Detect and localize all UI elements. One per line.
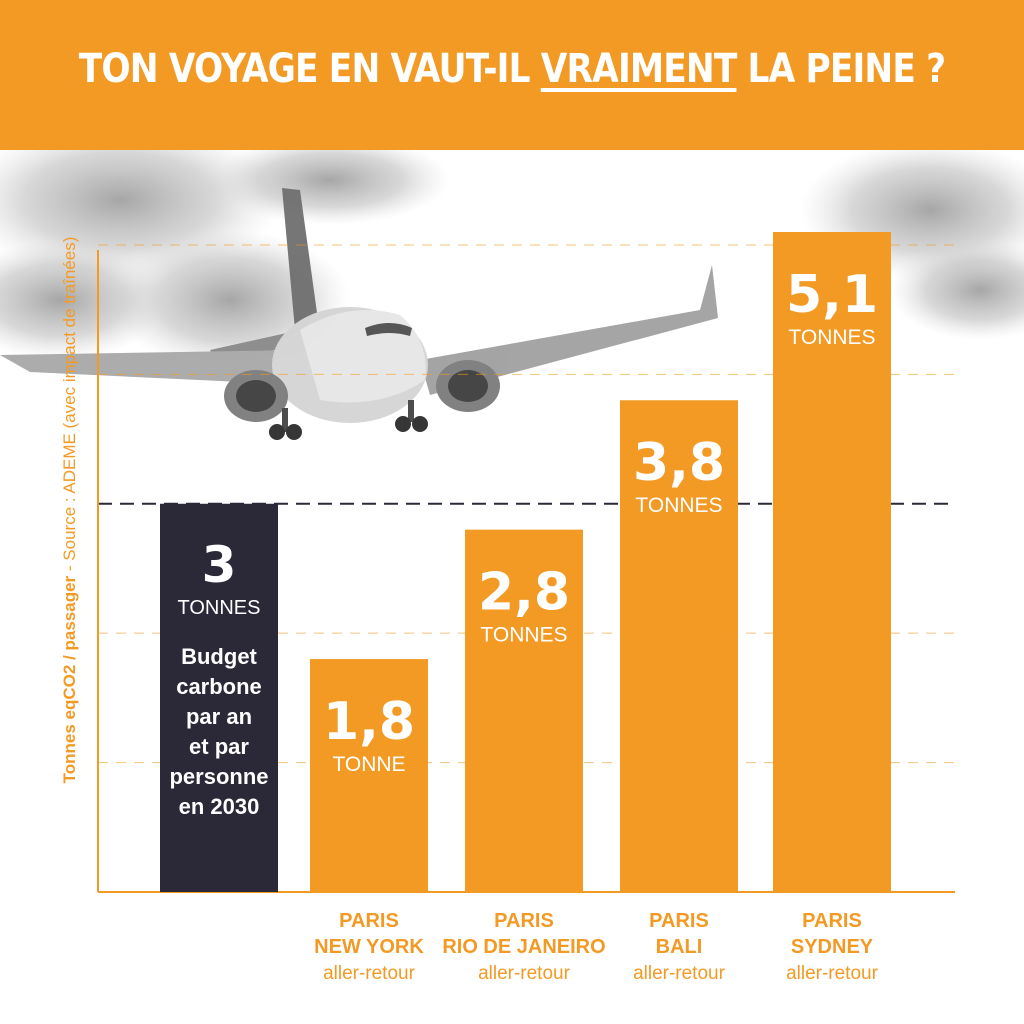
- category-label-city: BALI: [656, 936, 703, 958]
- bar-value-label: 1,8: [323, 692, 415, 752]
- page-title: TON VOYAGE EN VAUT-IL VRAIMENT LA PEINE …: [72, 46, 953, 92]
- budget-description-line: et par: [189, 734, 249, 759]
- budget-bar-value: 3: [202, 536, 237, 594]
- bar-value-label: 3,8: [633, 433, 725, 493]
- title-banner: [0, 0, 1024, 150]
- category-label-trip: aller-retour: [633, 963, 726, 984]
- category-label-trip: aller-retour: [478, 963, 571, 984]
- category-label-city: RIO DE JANEIRO: [442, 936, 605, 958]
- title-underlined-word: VRAIMENT: [540, 46, 738, 92]
- budget-bar-group: 3 TONNES Budget carbone par an et par personne…: [160, 503, 278, 892]
- bar: [465, 529, 583, 892]
- category-label-trip: aller-retour: [786, 963, 879, 984]
- airplane-illustration: [0, 188, 718, 440]
- category-label-city: PARIS: [649, 910, 709, 932]
- bar: [620, 400, 738, 892]
- category-label-city: PARIS: [802, 910, 862, 932]
- bar-unit-label: TONNES: [480, 624, 567, 647]
- category-label-city: NEW YORK: [314, 936, 424, 958]
- y-axis-label-unit: Tonnes eqCO2 / passager: [60, 575, 79, 784]
- category-label-city: PARIS: [494, 910, 554, 932]
- budget-bar: [160, 503, 278, 892]
- bar-value-label: 5,1: [786, 265, 878, 325]
- budget-bar-unit: TONNES: [178, 597, 261, 619]
- bar-unit-label: TONNE: [332, 753, 405, 776]
- title-before: TON VOYAGE EN VAUT-IL: [78, 46, 541, 92]
- category-label-city: SYDNEY: [791, 936, 874, 958]
- budget-description-line: en 2030: [179, 794, 260, 819]
- bar-unit-label: TONNES: [788, 326, 875, 349]
- budget-description-line: Budget: [181, 644, 257, 669]
- category-labels: PARIS NEW YORK aller-retour PARIS RIO DE JAN…: [314, 910, 878, 984]
- bar: [773, 232, 891, 892]
- budget-description-line: personne: [169, 764, 268, 789]
- y-axis-label-source: - Source : ADEME (avec impact de traînée…: [60, 236, 79, 576]
- bar-value-label: 2,8: [478, 563, 570, 623]
- bar-unit-label: TONNES: [635, 494, 722, 517]
- budget-description-line: carbone: [176, 674, 262, 699]
- budget-description-line: par an: [186, 704, 252, 729]
- bar: [310, 659, 428, 892]
- category-label-trip: aller-retour: [323, 963, 416, 984]
- title-after: LA PEINE ?: [736, 46, 947, 92]
- category-label-city: PARIS: [339, 910, 399, 932]
